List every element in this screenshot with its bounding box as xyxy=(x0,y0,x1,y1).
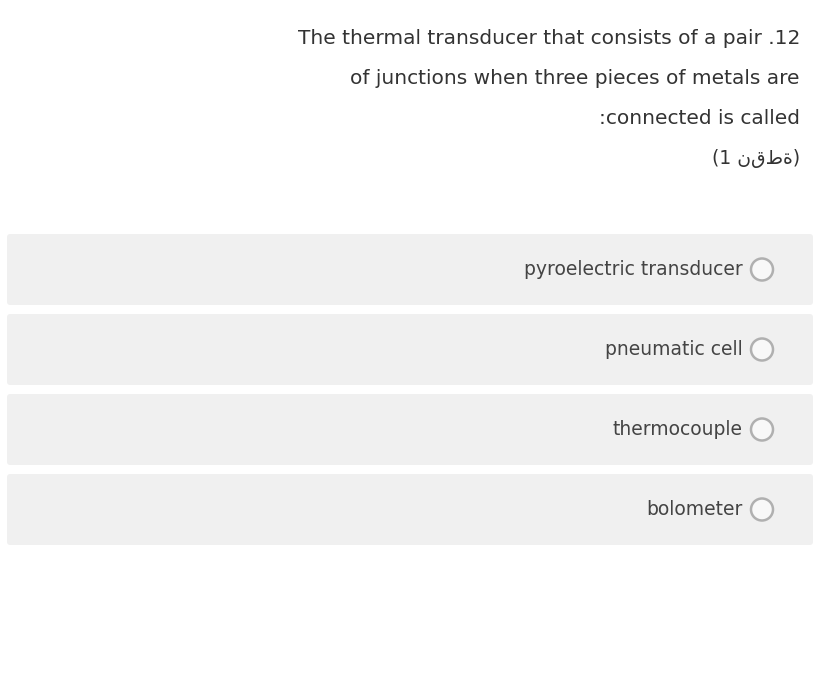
FancyBboxPatch shape xyxy=(7,234,812,305)
Text: :connected is called: :connected is called xyxy=(598,108,799,127)
FancyBboxPatch shape xyxy=(7,314,812,385)
Text: thermocouple: thermocouple xyxy=(613,420,742,439)
Circle shape xyxy=(750,259,772,280)
Text: (1 نقطة): (1 نقطة) xyxy=(711,148,799,168)
FancyBboxPatch shape xyxy=(7,394,812,465)
Circle shape xyxy=(750,338,772,361)
Text: The thermal transducer that consists of a pair .12: The thermal transducer that consists of … xyxy=(297,29,799,48)
Text: of junctions when three pieces of metals are: of junctions when three pieces of metals… xyxy=(350,69,799,87)
Circle shape xyxy=(750,498,772,521)
Text: pyroelectric transducer: pyroelectric transducer xyxy=(523,260,742,279)
FancyBboxPatch shape xyxy=(7,474,812,545)
Text: pneumatic cell: pneumatic cell xyxy=(604,340,742,359)
Text: bolometer: bolometer xyxy=(646,500,742,519)
Circle shape xyxy=(750,419,772,440)
